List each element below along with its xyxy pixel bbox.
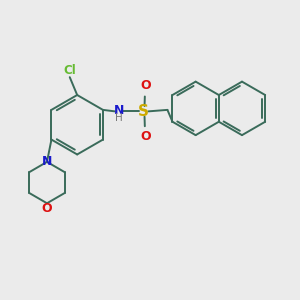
Text: N: N xyxy=(114,104,124,117)
Text: S: S xyxy=(137,104,148,119)
Text: H: H xyxy=(115,113,123,123)
Text: O: O xyxy=(42,202,52,215)
Text: O: O xyxy=(140,79,151,92)
Text: O: O xyxy=(140,130,151,143)
Text: Cl: Cl xyxy=(63,64,76,77)
Text: N: N xyxy=(42,155,52,168)
